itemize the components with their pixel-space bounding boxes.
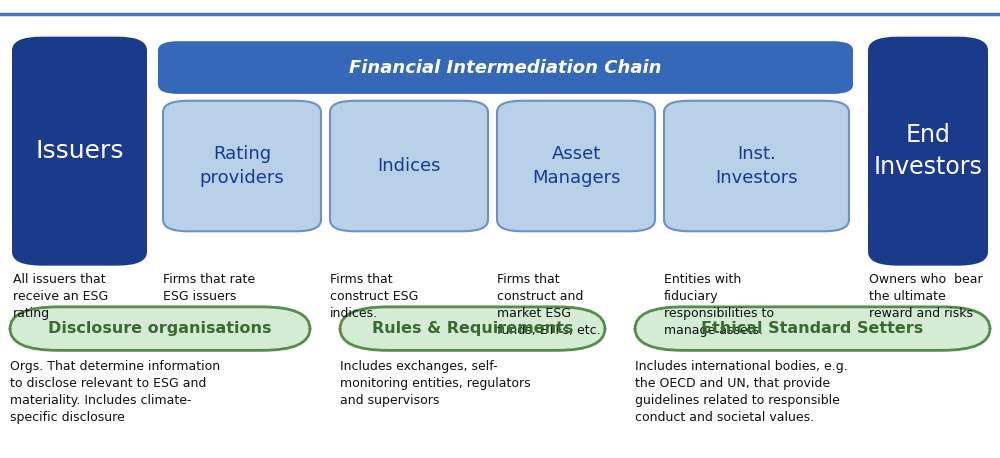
FancyBboxPatch shape <box>163 101 321 231</box>
Text: Issuers: Issuers <box>35 139 124 163</box>
Text: Firms that
construct ESG
indices.: Firms that construct ESG indices. <box>330 273 418 320</box>
Text: Indices: Indices <box>377 157 441 175</box>
FancyBboxPatch shape <box>340 307 605 350</box>
Text: Firms that rate
ESG issuers: Firms that rate ESG issuers <box>163 273 255 303</box>
FancyBboxPatch shape <box>664 101 849 231</box>
Text: Includes international bodies, e.g.
the OECD and UN, that provide
guidelines rel: Includes international bodies, e.g. the … <box>635 360 848 424</box>
Text: End
Investors: End Investors <box>874 123 982 179</box>
Text: Orgs. That determine information
to disclose relevant to ESG and
materiality. In: Orgs. That determine information to disc… <box>10 360 220 424</box>
Text: Ethical Standard Setters: Ethical Standard Setters <box>701 321 924 336</box>
Text: Rules & Requirements: Rules & Requirements <box>372 321 573 336</box>
FancyBboxPatch shape <box>497 101 655 231</box>
Text: Firms that
construct and
market ESG
funds, ETFs, etc.: Firms that construct and market ESG fund… <box>497 273 601 337</box>
Text: Disclosure organisations: Disclosure organisations <box>48 321 272 336</box>
Text: All issuers that
receive an ESG
rating: All issuers that receive an ESG rating <box>13 273 108 320</box>
FancyBboxPatch shape <box>10 307 310 350</box>
Text: Asset
Managers: Asset Managers <box>532 145 620 187</box>
Text: Includes exchanges, self-
monitoring entities, regulators
and supervisors: Includes exchanges, self- monitoring ent… <box>340 360 531 407</box>
Text: Inst.
Investors: Inst. Investors <box>715 145 798 187</box>
FancyBboxPatch shape <box>12 37 147 266</box>
Text: Rating
providers: Rating providers <box>200 145 284 187</box>
FancyBboxPatch shape <box>158 41 853 94</box>
FancyBboxPatch shape <box>635 307 990 350</box>
Text: Entities with
fiduciary
responsibilities to
manage assets.: Entities with fiduciary responsibilities… <box>664 273 774 337</box>
FancyBboxPatch shape <box>868 37 988 266</box>
Text: Owners who  bear
the ultimate
reward and risks: Owners who bear the ultimate reward and … <box>869 273 983 320</box>
Text: Financial Intermediation Chain: Financial Intermediation Chain <box>349 59 662 76</box>
FancyBboxPatch shape <box>330 101 488 231</box>
